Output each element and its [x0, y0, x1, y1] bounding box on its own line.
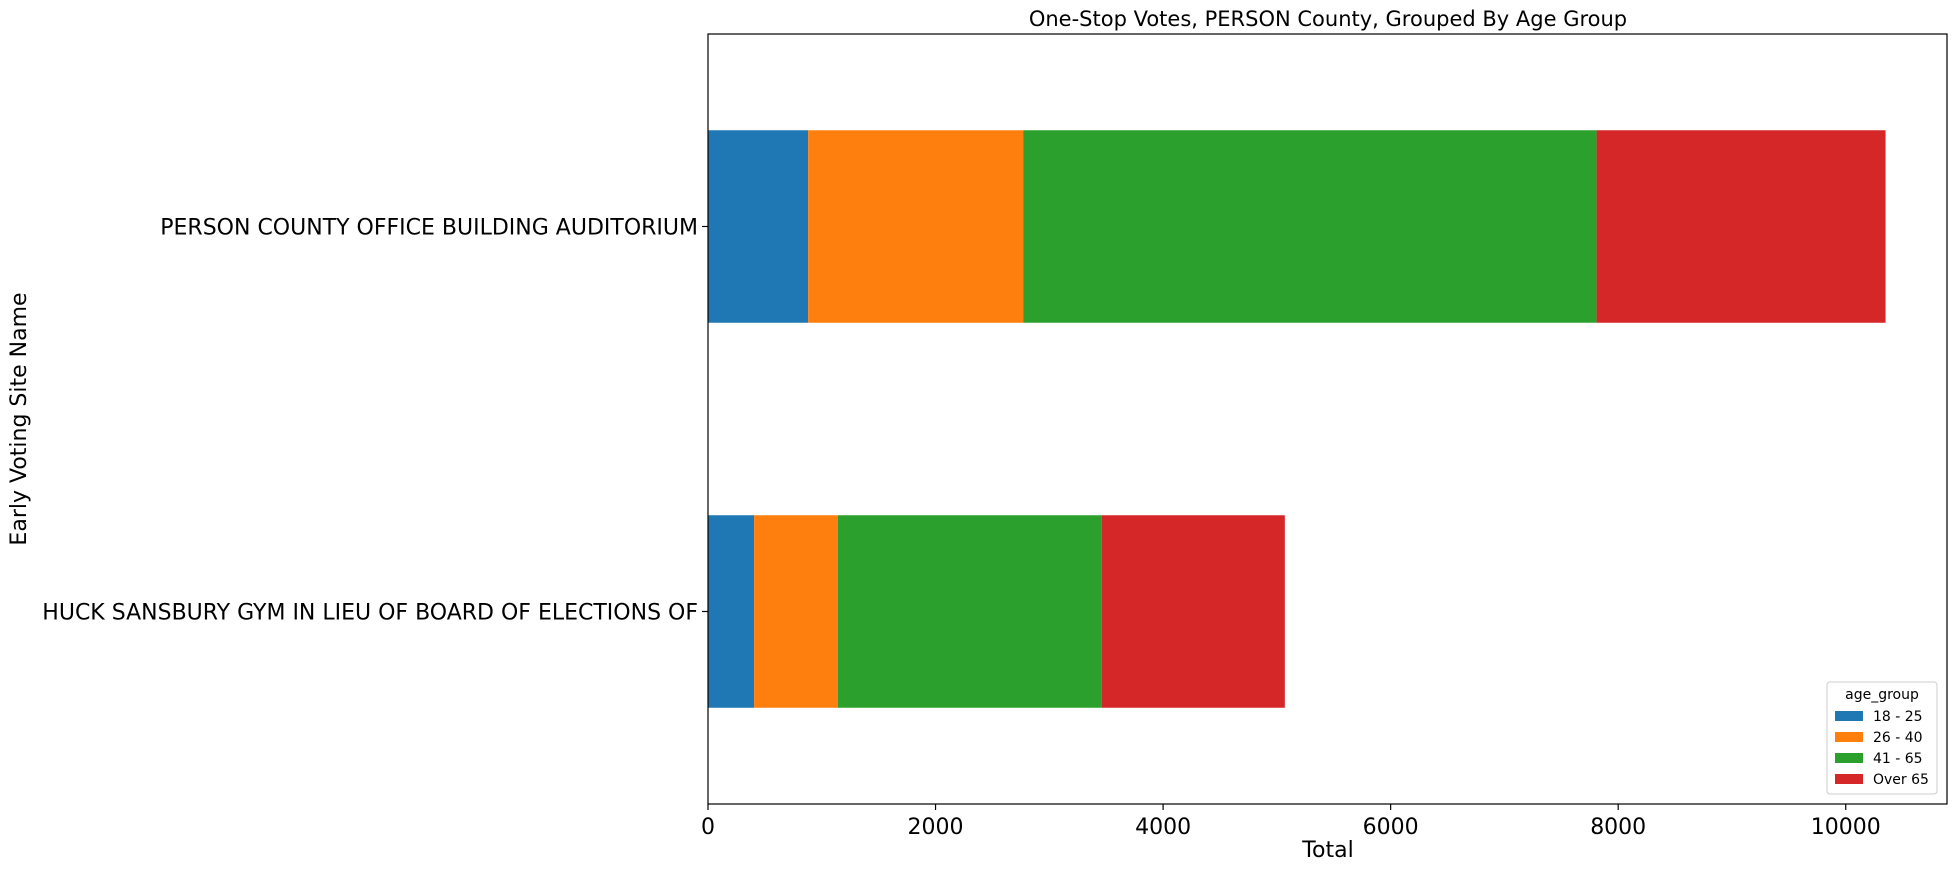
legend-swatch: [1835, 753, 1863, 763]
x-axis-label: Total: [1301, 838, 1353, 863]
x-tick-label: 10000: [1811, 815, 1881, 840]
legend-label: Over 65: [1873, 772, 1929, 788]
legend-swatch: [1835, 774, 1863, 784]
legend: age_group 18 - 25 26 - 40 41 - 65 Over 65: [1826, 681, 1938, 795]
y-tick-label: HUCK SANSBURY GYM IN LIEU OF BOARD OF EL…: [42, 601, 698, 626]
legend-swatch: [1835, 711, 1863, 721]
legend-swatch: [1835, 732, 1863, 742]
bar-26-40-0: [754, 515, 838, 708]
x-ticks: 0 2000 4000 6000 8000 10000: [701, 804, 1881, 840]
x-tick-label: 8000: [1590, 815, 1646, 840]
legend-label: 26 - 40: [1873, 730, 1923, 746]
bar-26-40-1: [808, 130, 1024, 323]
x-tick-label: 4000: [1135, 815, 1191, 840]
legend-label: 18 - 25: [1873, 709, 1923, 725]
bar-41-65-1: [1023, 130, 1597, 323]
y-axis-label: Early Voting Site Name: [7, 292, 32, 545]
legend-frame: [1826, 681, 1938, 795]
bar-41-65-0: [837, 515, 1102, 708]
x-tick-label: 2000: [908, 815, 964, 840]
x-tick-label: 0: [701, 815, 715, 840]
bar-18-25-0: [708, 515, 755, 708]
y-ticks: HUCK SANSBURY GYM IN LIEU OF BOARD OF EL…: [42, 216, 708, 626]
bar-over65-1: [1596, 130, 1886, 323]
bar-18-25-1: [708, 130, 809, 323]
bars-group: [708, 130, 1886, 708]
y-tick-label: PERSON COUNTY OFFICE BUILDING AUDITORIUM: [160, 216, 698, 241]
plot-area-frame: [707, 33, 1948, 805]
x-tick-label: 6000: [1363, 815, 1419, 840]
legend-label: 41 - 65: [1873, 751, 1923, 767]
chart-title: One-Stop Votes, PERSON County, Grouped B…: [1029, 7, 1627, 31]
legend-title: age_group: [1845, 687, 1919, 703]
bar-over65-0: [1101, 515, 1285, 708]
